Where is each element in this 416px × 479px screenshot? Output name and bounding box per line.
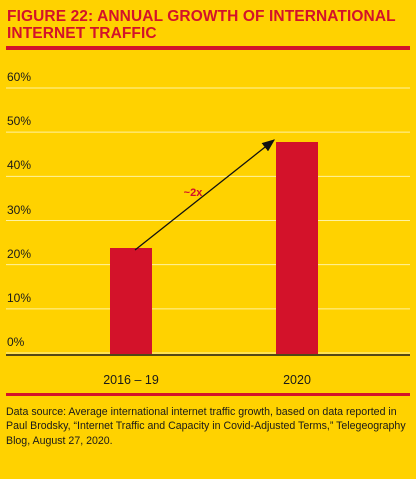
x-tick-label: 2016 – 19 (103, 373, 159, 387)
y-tick-label: 10% (7, 290, 32, 305)
y-tick-label: 30% (7, 202, 32, 217)
data-source-note: Data source: Average international inter… (6, 406, 406, 447)
y-tick-label: 0% (7, 335, 25, 349)
bar-1 (110, 248, 152, 354)
growth-arrow (134, 139, 276, 251)
title-block: FIGURE 22: ANNUAL GROWTH OF INTERNATIONA… (7, 8, 409, 42)
y-tick-label: 50% (7, 114, 32, 129)
bar-chart: 2016 – 19 2020 ~2x (6, 87, 410, 387)
footer-rule (6, 393, 410, 396)
y-tick-label: 60% (7, 70, 32, 84)
y-tick-label: 40% (7, 158, 32, 173)
title-rule (6, 46, 410, 50)
x-tick-label: 2020 (283, 373, 311, 387)
chart-title: FIGURE 22: ANNUAL GROWTH OF INTERNATIONA… (7, 8, 396, 42)
growth-annotation: ~2x (184, 187, 204, 199)
bar-2 (276, 142, 318, 354)
y-tick-label: 20% (7, 246, 32, 261)
